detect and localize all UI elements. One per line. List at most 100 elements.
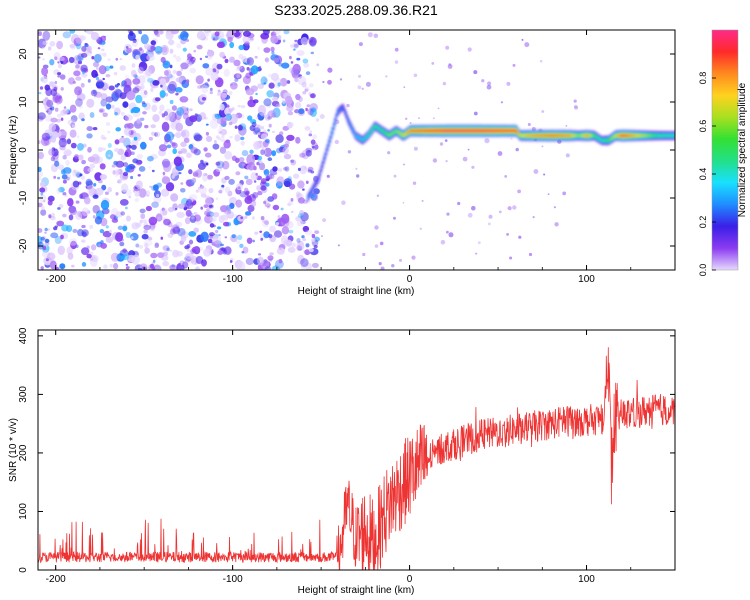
spectrogram-noise-cell bbox=[39, 187, 46, 193]
spectrogram-noise-cell bbox=[92, 194, 99, 199]
spectrogram-noise-cell bbox=[72, 80, 76, 84]
spectrogram-noise-cell bbox=[145, 68, 153, 77]
spectrogram-noise-cell bbox=[201, 97, 207, 101]
spectrogram-ridge-cell bbox=[546, 134, 548, 137]
spectrogram-noise-cell bbox=[62, 108, 69, 115]
spectrogram-noise-cell bbox=[524, 42, 530, 48]
spectrogram-noise-cell bbox=[47, 228, 51, 231]
spectrogram-noise-cell bbox=[46, 99, 54, 108]
spectrogram-ridge-cell bbox=[485, 129, 487, 132]
spectrogram-noise-cell bbox=[281, 99, 286, 104]
spectrogram-ridge-cell bbox=[643, 134, 646, 137]
spectrogram-noise-cell bbox=[38, 140, 41, 145]
spectrogram-noise-cell bbox=[163, 251, 168, 257]
spectrogram-noise-cell bbox=[203, 147, 208, 152]
spectrogram-noise-cell bbox=[308, 133, 313, 137]
spectrogram-noise-cell bbox=[206, 174, 213, 180]
spectrogram-ridge-cell bbox=[355, 135, 357, 137]
spectrogram-ridge-cell bbox=[640, 134, 642, 137]
spectrogram-noise-cell bbox=[305, 150, 312, 157]
spectrogram-noise-cell bbox=[183, 137, 190, 143]
spectrogram-noise-cell bbox=[311, 142, 319, 151]
spectrogram-noise-cell bbox=[277, 168, 283, 172]
spectrogram-noise-cell bbox=[152, 114, 160, 123]
spectrogram-ridge-cell bbox=[594, 135, 596, 137]
spectrogram-ridge-cell bbox=[529, 134, 532, 137]
spectrogram-noise-cell bbox=[60, 60, 64, 64]
spectrogram-noise-cell bbox=[204, 214, 213, 224]
spectrogram-noise-cell bbox=[162, 252, 166, 255]
spectrogram-ridge-cell bbox=[656, 134, 658, 137]
spectrogram-ridge-cell bbox=[658, 134, 661, 137]
spectrogram-noise-cell bbox=[131, 106, 141, 114]
spectrogram-noise-cell bbox=[310, 139, 316, 145]
spectrogram-ridge-cell bbox=[508, 129, 511, 132]
spectrogram-noise-cell bbox=[229, 41, 235, 49]
spectrogram-noise-cell bbox=[57, 61, 60, 64]
y-tick-label: 10 bbox=[18, 96, 29, 108]
spectrogram-noise-cell bbox=[282, 146, 289, 155]
spectrogram-noise-cell bbox=[120, 154, 127, 161]
spectrogram-noise-cell bbox=[249, 149, 254, 154]
spectrogram-noise-cell bbox=[115, 192, 119, 196]
x-tick-label: 100 bbox=[578, 274, 595, 285]
spectrogram-noise-cell bbox=[94, 91, 103, 98]
spectrogram-ridge-cell bbox=[572, 134, 574, 137]
spectrogram-ridge-cell bbox=[585, 134, 588, 137]
spectrogram-noise-cell bbox=[361, 87, 364, 90]
spectrogram-noise-cell bbox=[81, 231, 87, 238]
spectrogram-ridge-cell bbox=[362, 138, 365, 141]
spectrogram-noise-cell bbox=[212, 241, 220, 247]
spectrogram-ridge-cell bbox=[590, 134, 593, 137]
spectrogram-noise-cell bbox=[527, 123, 531, 126]
spectrogram-ridge-cell bbox=[601, 139, 604, 142]
spectrogram-noise-cell bbox=[506, 81, 511, 86]
spectrogram-noise-cell bbox=[133, 136, 138, 141]
spectrogram-noise-cell bbox=[77, 154, 84, 161]
spectrogram-noise-cell bbox=[554, 222, 559, 227]
spectrogram-noise-cell bbox=[314, 144, 319, 150]
spectrogram-ridge-cell bbox=[672, 134, 674, 137]
spectrogram-ridge-cell bbox=[345, 114, 347, 116]
spectrogram-ridge-cell bbox=[622, 134, 625, 137]
spectrogram-noise-cell bbox=[311, 238, 316, 242]
spectrogram-noise-cell bbox=[165, 31, 174, 40]
spectrogram-noise-cell bbox=[87, 79, 91, 83]
spectrogram-noise-cell bbox=[266, 90, 275, 98]
spectrogram-noise-cell bbox=[196, 30, 206, 40]
spectrogram-noise-cell bbox=[203, 248, 212, 257]
spectrogram-ridge-cell bbox=[494, 129, 496, 132]
spectrogram-noise-cell bbox=[147, 236, 153, 241]
spectrogram-noise-cell bbox=[42, 46, 45, 50]
spectrogram-noise-cell bbox=[296, 238, 301, 243]
spectrogram-ridge-cell bbox=[376, 126, 378, 129]
spectrogram-noise-cell bbox=[41, 206, 45, 210]
spectrogram-noise-cell bbox=[245, 47, 249, 50]
spectrogram-noise-cell bbox=[509, 256, 513, 260]
spectrogram-noise-cell bbox=[140, 89, 149, 99]
spectrogram-noise-cell bbox=[170, 30, 179, 35]
spectrogram-ridge-cell bbox=[657, 134, 660, 137]
spectrogram-noise-cell bbox=[402, 202, 405, 204]
spectrogram-noise-cell bbox=[115, 89, 123, 98]
spectrogram-noise-cell bbox=[86, 133, 93, 139]
spectrogram-noise-cell bbox=[254, 231, 259, 235]
spectrogram-ridge-cell bbox=[490, 129, 492, 132]
spectrogram-ridge-cell bbox=[511, 129, 513, 132]
spectrogram-noise-cell bbox=[124, 114, 133, 121]
spectrogram-noise-cell bbox=[222, 160, 230, 170]
spectrogram-ridge-cell bbox=[403, 133, 406, 136]
spectrogram-noise-cell bbox=[202, 63, 210, 69]
spectrogram-noise-cell bbox=[295, 93, 301, 101]
spectrogram-noise-cell bbox=[300, 258, 309, 267]
colorbar-ticks: 0.0 0.2 0.4 0.6 0.8 bbox=[698, 72, 716, 276]
spectrogram-noise-cell bbox=[170, 193, 179, 202]
spectrogram-noise-cell bbox=[163, 70, 169, 76]
spectrogram-noise-cell bbox=[212, 68, 217, 73]
spectrogram-noise-cell bbox=[234, 125, 238, 129]
spectrogram-ridge-cell bbox=[329, 138, 331, 140]
spectrogram-noise-cell bbox=[346, 103, 350, 108]
spectrogram-noise-cell bbox=[197, 162, 206, 170]
spectrogram-noise-cell bbox=[144, 124, 149, 129]
spectrogram-noise-cell bbox=[171, 224, 180, 234]
